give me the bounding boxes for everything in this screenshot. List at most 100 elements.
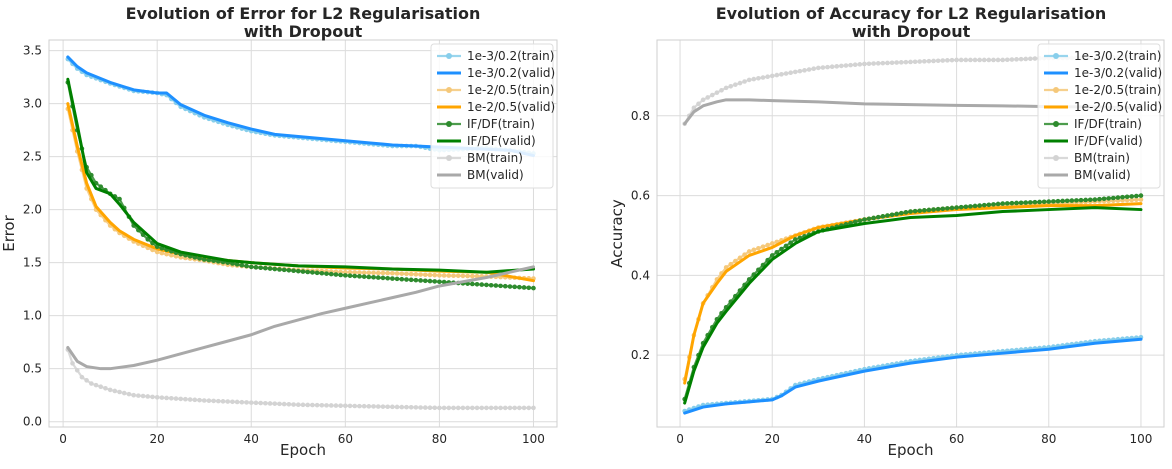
- series-point: [305, 269, 311, 275]
- y-tick-label: 3.5: [23, 44, 42, 58]
- series-point: [517, 284, 522, 290]
- series-point: [774, 249, 780, 255]
- series-point: [470, 273, 475, 279]
- series-point: [173, 253, 179, 259]
- y-tick-label: 0.0: [23, 415, 42, 429]
- series-point: [427, 405, 433, 411]
- series-line: [683, 202, 1143, 385]
- series-point: [291, 402, 296, 407]
- x-tick-label: 40: [857, 432, 872, 446]
- series-point: [802, 68, 807, 73]
- series-point: [413, 405, 419, 410]
- series-point: [281, 267, 287, 273]
- series-point: [375, 275, 381, 280]
- series-point: [945, 206, 950, 211]
- series-point: [885, 213, 890, 218]
- y-tick-label: 2.0: [23, 203, 42, 217]
- series-point: [954, 57, 959, 63]
- series-point: [1009, 200, 1015, 206]
- series-point: [908, 209, 913, 214]
- series-point: [1055, 198, 1061, 204]
- series-line: [66, 265, 535, 371]
- series-point: [385, 404, 390, 410]
- series-point: [168, 395, 174, 401]
- series-point: [319, 270, 325, 276]
- series-point: [399, 271, 405, 276]
- x-axis-label: Epoch: [280, 441, 326, 459]
- x-tick-label: 60: [338, 432, 353, 446]
- y-tick-label: 0.8: [631, 109, 650, 123]
- series-point: [935, 206, 941, 212]
- series-point: [949, 205, 955, 211]
- series-point: [931, 58, 936, 64]
- series-point: [1018, 200, 1024, 206]
- x-tick-label: 40: [244, 432, 259, 446]
- series-point: [728, 261, 734, 267]
- series-point: [1120, 194, 1125, 200]
- series-point: [366, 404, 372, 409]
- series-point: [455, 405, 461, 411]
- legend-label: 1e-3/0.2(train): [467, 49, 554, 63]
- series-point: [880, 60, 886, 66]
- series-line: [683, 98, 1143, 126]
- series-point: [394, 404, 400, 410]
- series-point: [760, 75, 766, 80]
- series-point: [154, 244, 160, 250]
- series-point: [531, 405, 536, 411]
- series-point: [912, 59, 918, 65]
- series-point: [935, 58, 941, 64]
- series-point: [159, 250, 165, 256]
- series-point: [502, 283, 508, 289]
- series-point: [875, 214, 881, 220]
- series-point: [394, 276, 400, 282]
- series-point: [310, 402, 315, 408]
- series-point: [498, 405, 503, 411]
- series-point: [898, 210, 904, 216]
- series-point: [843, 63, 849, 68]
- series-point: [968, 57, 973, 63]
- series-point: [258, 400, 263, 406]
- series-point: [154, 249, 160, 255]
- series-point: [154, 395, 160, 400]
- legend-label: 1e-2/0.5(train): [467, 83, 554, 97]
- series-point: [164, 251, 169, 257]
- series-point: [1028, 200, 1033, 205]
- legend-label: BM(train): [1074, 151, 1130, 165]
- series-point: [797, 68, 803, 74]
- series-point: [894, 60, 899, 65]
- series-point: [940, 58, 946, 63]
- series-point: [972, 57, 978, 63]
- series-point: [723, 85, 729, 91]
- series-point: [178, 396, 184, 402]
- series-point: [981, 202, 987, 208]
- series-point: [267, 401, 273, 406]
- series-point: [441, 273, 447, 278]
- series-line: [683, 337, 1143, 415]
- series-point: [954, 205, 959, 210]
- series-point: [408, 404, 414, 410]
- series-point: [714, 90, 720, 95]
- series-point: [986, 57, 992, 63]
- series-point: [295, 402, 301, 408]
- series-point: [825, 64, 830, 70]
- series-point: [343, 269, 348, 275]
- series-point: [512, 405, 517, 411]
- series-point: [361, 403, 367, 409]
- series-point: [977, 203, 982, 208]
- x-tick-label: 80: [432, 432, 447, 446]
- series-point: [277, 401, 282, 407]
- series-point: [84, 378, 89, 383]
- series-point: [972, 203, 978, 209]
- y-axis-label: Error: [0, 214, 18, 251]
- series-point: [375, 270, 381, 276]
- legend-box: [430, 43, 554, 189]
- series-point: [366, 270, 372, 276]
- series-point: [451, 405, 456, 411]
- series-point: [183, 396, 188, 402]
- series-point: [1134, 193, 1139, 199]
- series-point: [474, 273, 480, 279]
- series-point: [1060, 198, 1065, 204]
- series-point: [366, 274, 372, 280]
- series-point: [357, 403, 362, 409]
- accuracy-chart: 0 20 40 60 80 100 0.2 0.4 0.6 0.8 Evolution of Acc…: [608, 4, 1165, 459]
